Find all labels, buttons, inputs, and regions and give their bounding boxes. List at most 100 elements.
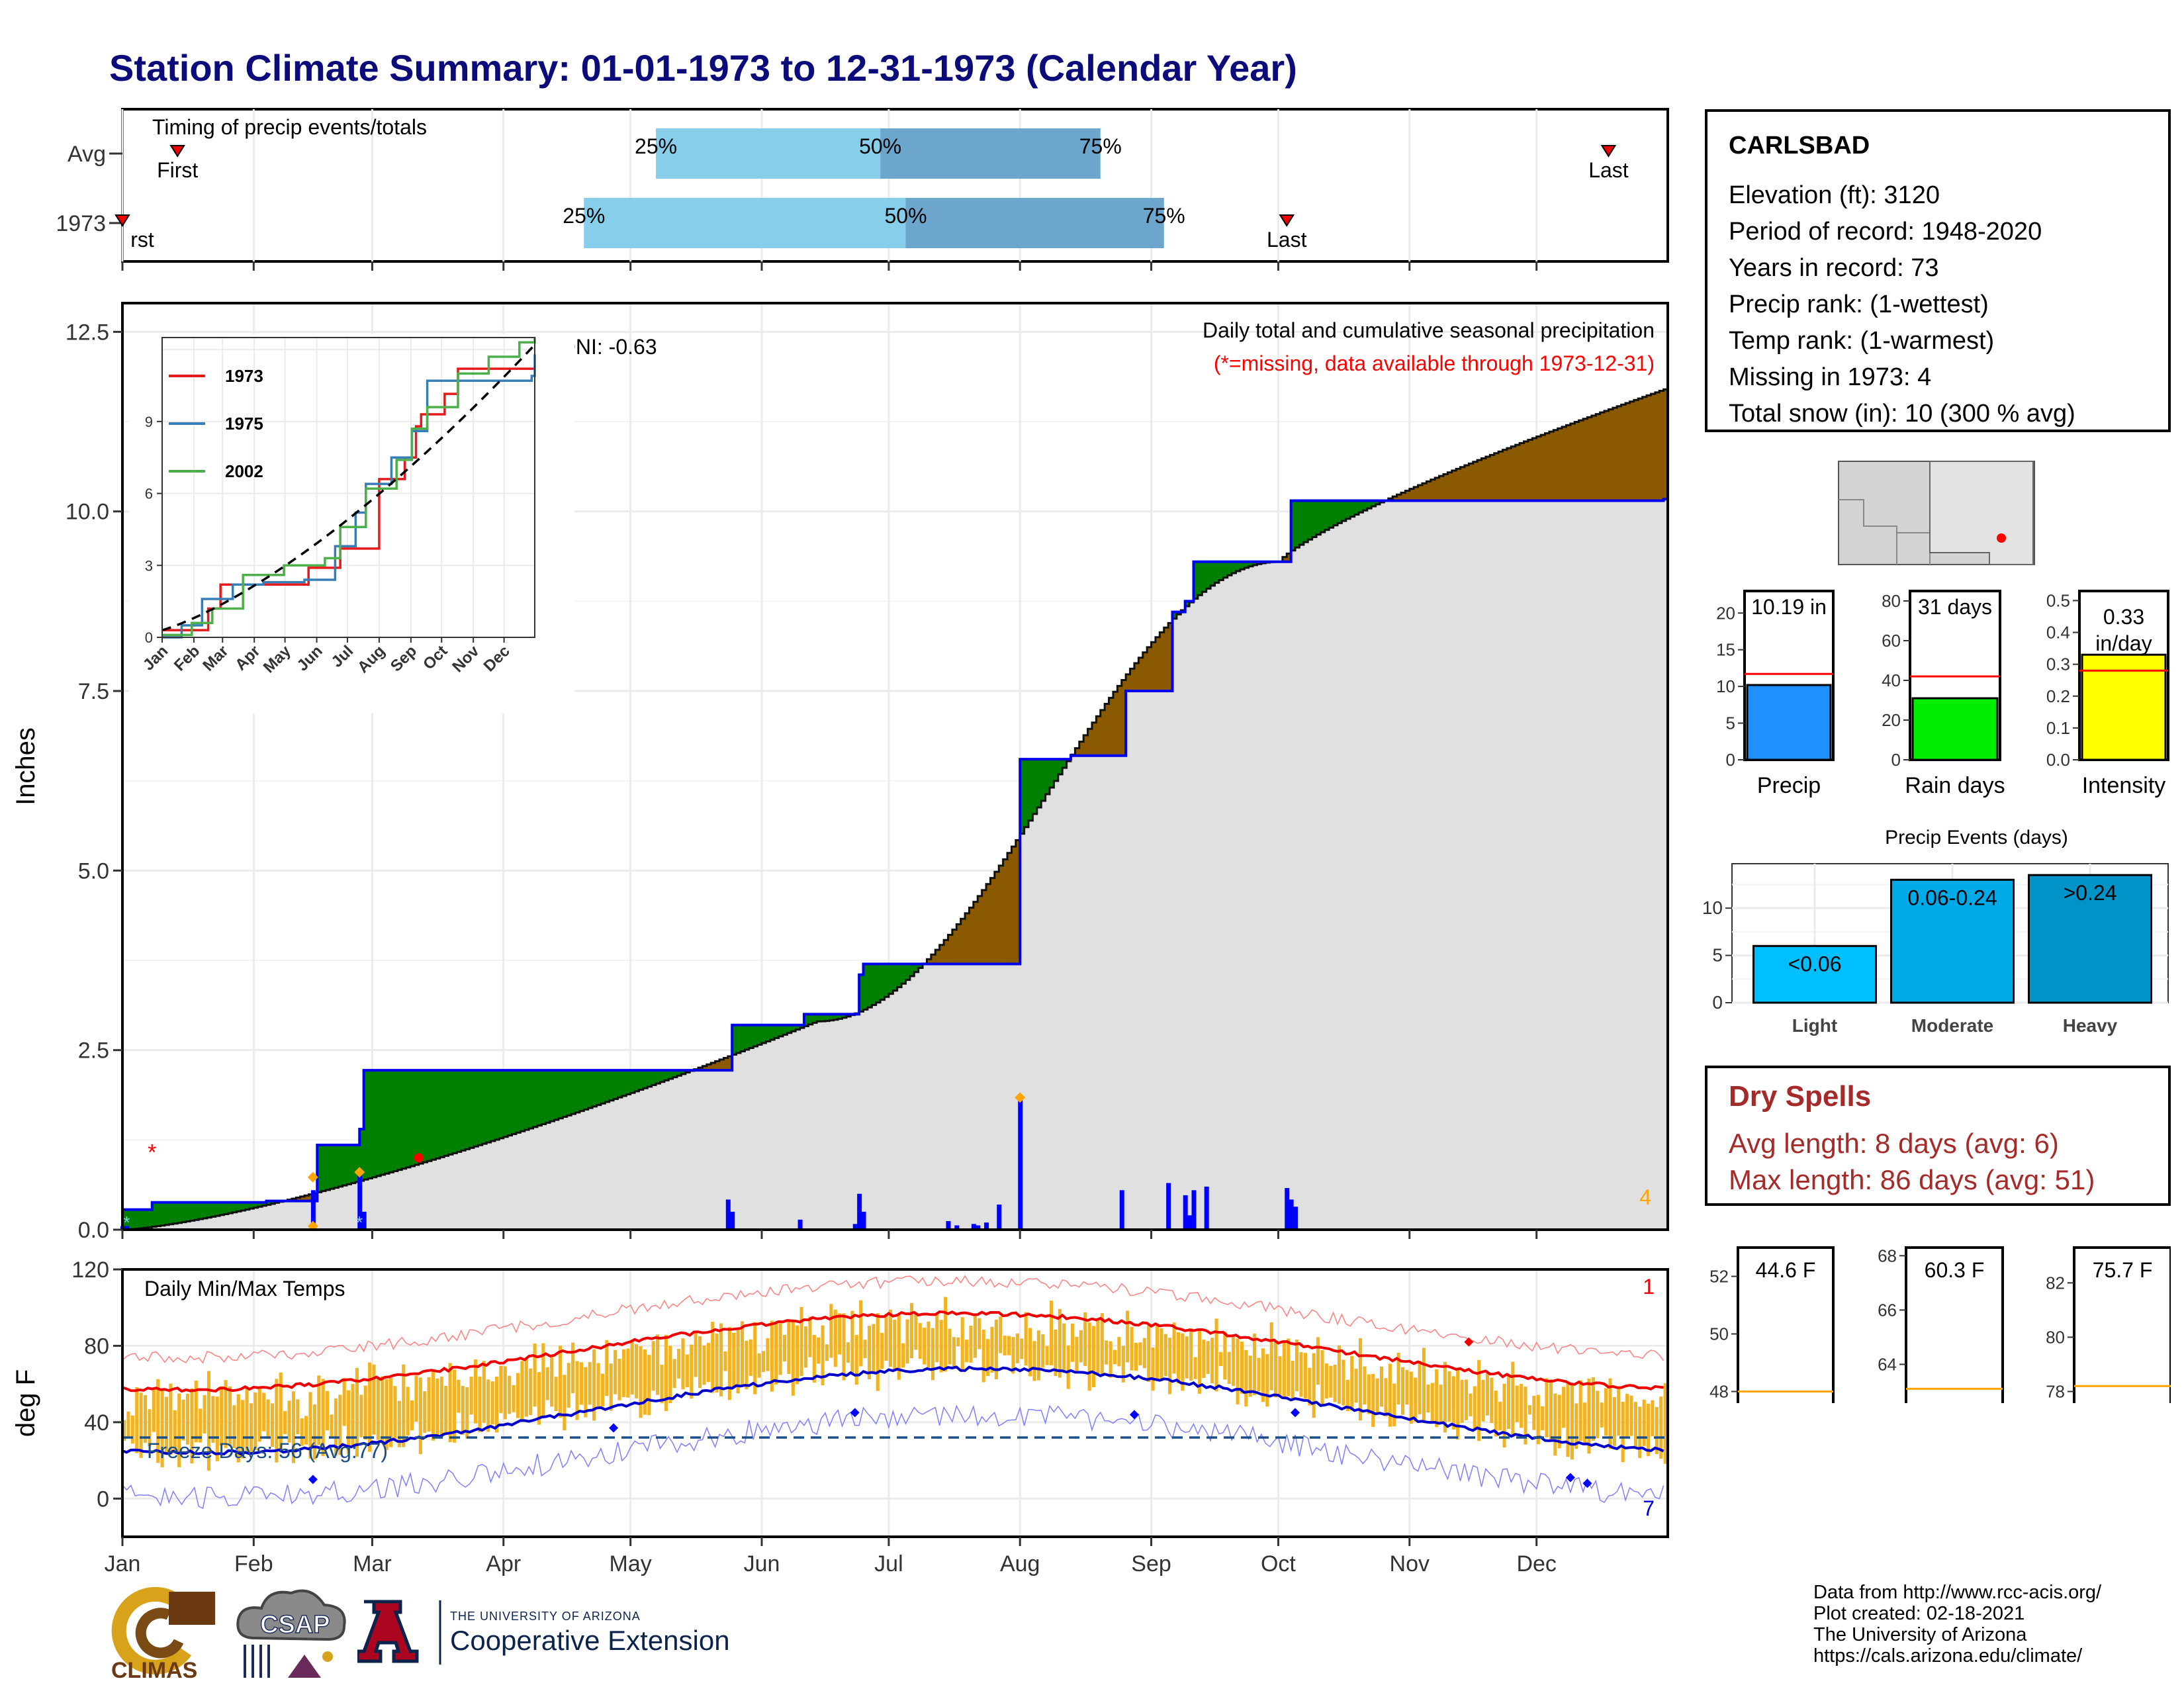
daily-temp-range-bar: [1283, 1340, 1286, 1399]
base-fill: [850, 1015, 855, 1230]
base-fill: [749, 1048, 754, 1230]
base-fill: [1147, 691, 1152, 1230]
above-average-fill: [453, 1070, 457, 1153]
daily-temp-range-bar: [504, 1366, 507, 1419]
daily-temp-range-bar: [1274, 1341, 1277, 1398]
daily-temp-range-bar: [1138, 1342, 1142, 1365]
daily-temp-range-bar: [673, 1359, 676, 1388]
above-average-fill: [144, 1210, 148, 1228]
above-average-fill: [478, 1070, 482, 1145]
temp-bar-value-label: 60.3 F: [1925, 1258, 1985, 1282]
timing-pct-label: 75%: [1143, 204, 1185, 228]
daily-temp-range-bar: [961, 1317, 964, 1371]
base-fill: [470, 1148, 475, 1230]
base-fill: [326, 1190, 330, 1230]
daily-temp-range-bar: [1426, 1385, 1430, 1412]
daily-temp-range-bar: [1566, 1384, 1569, 1457]
base-fill: [1117, 756, 1122, 1230]
base-fill: [1397, 500, 1402, 1230]
base-fill: [541, 1124, 546, 1230]
daily-temp-range-bar: [601, 1374, 604, 1407]
base-fill: [1316, 535, 1321, 1230]
base-fill: [1566, 500, 1570, 1230]
above-average-fill: [584, 1070, 588, 1109]
base-fill: [588, 1108, 593, 1230]
daily-temp-range-bar: [508, 1376, 511, 1414]
base-fill: [1473, 500, 1478, 1230]
base-fill: [995, 964, 999, 1230]
max-missing-count: 1: [1643, 1275, 1655, 1299]
daily-temp-range-bar: [512, 1385, 516, 1412]
above-average-fill: [195, 1203, 199, 1220]
daily-temp-range-bar: [287, 1400, 291, 1442]
daily-temp-range-bar: [1651, 1400, 1654, 1436]
daily-temp-range-bar: [1592, 1377, 1595, 1441]
daily-temp-range-bar: [330, 1414, 333, 1438]
daily-temp-range-bar: [1041, 1334, 1044, 1367]
below-average-fill: [1156, 637, 1160, 691]
daily-temp-range-bar: [1202, 1340, 1205, 1378]
first-label: rst: [130, 228, 154, 251]
above-average-fill: [580, 1070, 584, 1111]
base-fill: [834, 1020, 839, 1230]
daily-temp-range-bar: [762, 1351, 765, 1372]
base-fill: [774, 1038, 779, 1230]
daily-temp-range-bar: [868, 1326, 871, 1379]
daily-temp-range-bar: [800, 1307, 803, 1376]
base-fill: [817, 1021, 821, 1230]
month-label: Nov: [1390, 1551, 1430, 1577]
below-average-fill: [1456, 469, 1461, 500]
daily-precip-bar: [1166, 1183, 1171, 1230]
base-fill: [1655, 500, 1660, 1230]
daily-temp-range-bar: [686, 1355, 689, 1387]
above-average-fill: [610, 1070, 614, 1101]
base-fill: [279, 1202, 284, 1230]
daily-temp-range-bar: [135, 1387, 138, 1453]
daily-temp-range-bar: [1431, 1383, 1434, 1423]
mini-bar-tick-label: 80: [1882, 591, 1901, 611]
daily-temp-range-bar: [901, 1344, 905, 1368]
first-label: First: [157, 158, 198, 182]
climas-logo-text: CLIMAS: [111, 1658, 197, 1683]
base-fill: [668, 1079, 673, 1230]
base-fill: [1283, 562, 1287, 1230]
below-average-fill: [1113, 692, 1118, 755]
daily-temp-range-bar: [449, 1363, 452, 1441]
base-fill: [1384, 500, 1388, 1230]
daily-temp-range-bar: [182, 1400, 185, 1441]
mini-bar-value-label: 10.19 in: [1751, 595, 1827, 619]
dry-spells-max: Max length: 86 days (avg: 51): [1729, 1162, 2147, 1198]
daily-temp-range-bar: [1435, 1369, 1438, 1427]
above-average-fill: [1304, 500, 1308, 542]
below-average-fill: [1511, 447, 1516, 501]
base-fill: [1520, 500, 1524, 1230]
daily-temp-range-bar: [1079, 1330, 1083, 1363]
below-average-fill: [965, 913, 970, 964]
daily-precip-bar: [997, 1205, 1001, 1230]
below-average-fill: [1621, 404, 1626, 500]
base-fill: [961, 964, 966, 1230]
above-average-fill: [368, 1070, 373, 1178]
base-fill: [1558, 500, 1563, 1230]
above-average-fill: [601, 1070, 606, 1103]
base-fill: [838, 1019, 842, 1230]
daily-temp-range-bar: [838, 1313, 841, 1354]
base-fill: [1355, 514, 1359, 1230]
above-average-fill: [753, 1025, 758, 1046]
base-fill: [537, 1126, 542, 1230]
mini-bar-tick-label: 60: [1882, 631, 1901, 651]
inset-y-tick-label: 3: [145, 557, 153, 574]
timing-row-label: Avg: [68, 142, 106, 167]
y-tick-label: 0.0: [78, 1218, 109, 1243]
daily-precip-bar: [730, 1212, 735, 1230]
above-average-fill: [177, 1203, 182, 1223]
mini-bar-tick-label: 0.2: [2046, 686, 2070, 706]
base-fill: [1173, 619, 1177, 1230]
daily-temp-range-bar: [1414, 1377, 1417, 1422]
base-fill: [1516, 500, 1520, 1230]
base-fill: [1574, 500, 1579, 1230]
base-fill: [643, 1088, 648, 1230]
last-label: Last: [1267, 228, 1307, 251]
above-average-fill: [1299, 500, 1304, 545]
daily-temp-range-bar: [923, 1328, 926, 1364]
